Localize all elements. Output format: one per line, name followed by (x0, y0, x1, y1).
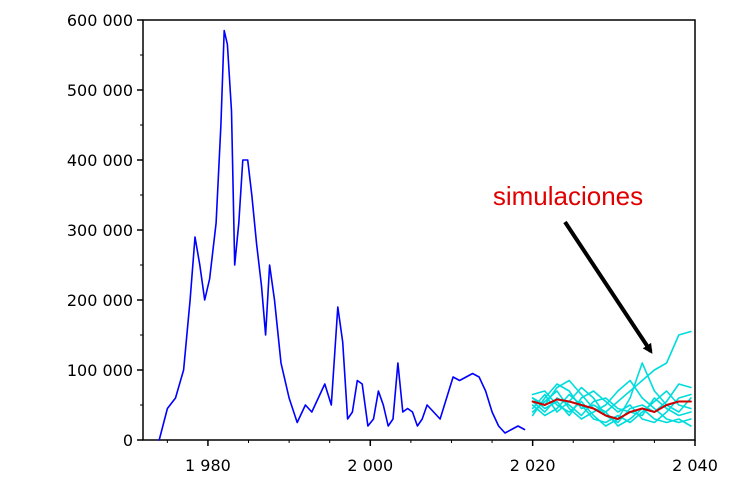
simulation-line (531, 390, 692, 424)
ticks-layer: 0 100 000 200 000 300 000 400 000 500 000 600 … (67, 11, 718, 475)
x-tick-label: 2 040 (672, 456, 718, 475)
y-tick-label: 300 000 (67, 221, 133, 240)
y-tick-label: 200 000 (67, 291, 133, 310)
annotation-layer: simulaciones (493, 181, 653, 354)
plot-frame (142, 19, 696, 441)
simulation-line (531, 379, 692, 424)
annotation-arrow (563, 220, 653, 354)
y-tick-label: 400 000 (67, 151, 133, 170)
y-tick-label: 0 (123, 431, 133, 450)
simulations-annotation-label: simulaciones (493, 181, 643, 211)
axes-layer (142, 19, 696, 441)
historical-series-line (158, 29, 526, 441)
y-tick-label: 500 000 (67, 81, 133, 100)
series-layer (158, 29, 692, 441)
x-tick-label: 2 000 (347, 456, 393, 475)
x-tick-label: 2 020 (510, 456, 556, 475)
mean-simulation-line (531, 398, 692, 420)
y-tick-label: 600 000 (67, 11, 133, 30)
y-tick-label: 100 000 (67, 361, 133, 380)
simulation-line (531, 383, 692, 427)
x-tick-label: 1 980 (185, 456, 231, 475)
